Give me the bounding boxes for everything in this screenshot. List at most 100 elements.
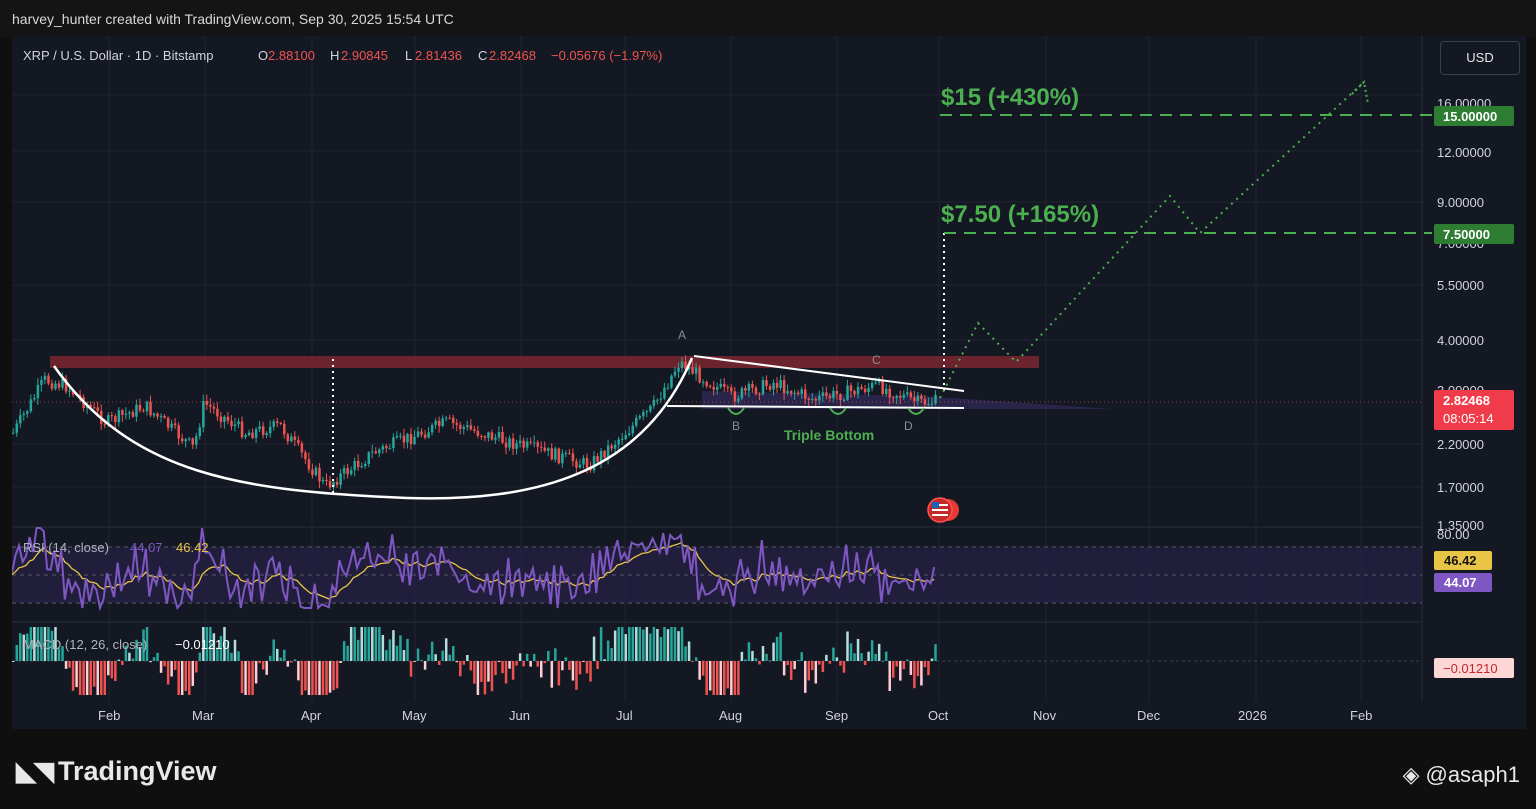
macd-bar [469, 661, 473, 671]
macd-bar [796, 660, 800, 662]
projection-arrow [1351, 79, 1369, 105]
macd-bar [839, 661, 842, 666]
macd-bar [716, 661, 719, 695]
candle-body [610, 445, 613, 449]
macd-bar [367, 627, 371, 661]
candle-body [680, 361, 684, 368]
candle-body [36, 384, 40, 398]
candle-body [504, 442, 508, 448]
macd-badge: −0.01210 [1443, 661, 1498, 676]
caption-bar: harvey_hunter created with TradingView.c… [0, 0, 1536, 38]
time-axis[interactable]: Feb Mar Apr May Jun Jul Aug Sep Oct Nov … [98, 708, 1372, 723]
candle-body [765, 380, 768, 387]
candle-body [902, 394, 906, 398]
chart-area[interactable]: XRP / U.S. Dollar · 1D · Bitstamp O 2.88… [12, 36, 1526, 729]
macd-bar [501, 661, 504, 674]
macd-bar [708, 661, 712, 691]
triple-bottom-label: Triple Bottom [784, 427, 874, 443]
candle-body [606, 445, 610, 458]
macd-bar [195, 661, 198, 673]
macd-bar [930, 658, 934, 661]
macd-bar [152, 657, 156, 661]
macd-bar [279, 657, 283, 661]
candle-body [437, 420, 441, 426]
macd-bar [423, 661, 427, 670]
candle-body [138, 404, 142, 411]
candle-body [26, 411, 29, 414]
candle-body [934, 394, 937, 404]
candle-body [50, 383, 54, 389]
candle-body [856, 386, 860, 395]
candle-body [202, 400, 205, 428]
macd-bar [89, 661, 92, 695]
candle-body [247, 432, 251, 436]
macd-bar [163, 661, 166, 667]
candle-body [33, 397, 36, 400]
candle-body [71, 390, 75, 395]
point-b-label: B [732, 419, 740, 433]
candle-body [244, 435, 247, 438]
candle-body [603, 450, 606, 458]
chart-svg[interactable]: XRP / U.S. Dollar · 1D · Bitstamp O 2.88… [12, 36, 1526, 729]
macd-bar [107, 661, 110, 676]
time-tick-nov: Nov [1033, 708, 1057, 723]
candle-body [145, 401, 149, 412]
macd-bar [747, 642, 751, 661]
macd-bar [497, 661, 501, 662]
macd-bar [237, 651, 240, 661]
macd-bar [532, 653, 536, 661]
macd-bar [219, 635, 223, 661]
candle-body [916, 395, 920, 402]
candle-body [205, 400, 209, 405]
candle-body [163, 416, 166, 418]
candle-body [321, 479, 325, 482]
rsi-ma-badge: 46.42 [1444, 553, 1477, 568]
candle-body [152, 413, 156, 416]
tradingview-logo[interactable]: ◣◥ TradingView [16, 752, 217, 790]
macd-bar [12, 661, 15, 662]
candle-body [328, 481, 332, 488]
candle-body [233, 424, 237, 427]
macd-bar [754, 658, 758, 661]
macd-bar [564, 657, 568, 661]
candle-body [392, 437, 395, 449]
macd-bar [842, 661, 846, 673]
candle-body [747, 384, 751, 391]
rsi-badge: 44.07 [1444, 575, 1477, 590]
macd-bar [258, 661, 261, 664]
candle-body [128, 412, 131, 414]
macd-bar [733, 661, 737, 695]
candle-body [441, 418, 444, 426]
time-tick-feb-2026: Feb [1350, 708, 1372, 723]
candle-body [557, 448, 561, 464]
macd-bar [261, 661, 265, 670]
candle-body [592, 456, 596, 471]
rsi-label: RSI (14, close) [23, 540, 109, 555]
candle-body [364, 463, 367, 467]
macd-bar [50, 630, 54, 661]
macd-bar [138, 647, 142, 661]
macd-bar [476, 661, 480, 695]
candle-body [378, 449, 381, 454]
price-axis[interactable]: 16.00000 12.00000 9.00000 7.00000 5.5000… [1437, 96, 1491, 533]
macd-bar [515, 661, 518, 666]
macd-bar [874, 653, 877, 661]
macd-bar [649, 633, 652, 661]
candle-body [191, 438, 195, 445]
candle-body [540, 446, 543, 448]
macd-bar [877, 643, 881, 661]
macd-bar [740, 651, 744, 661]
candle-body [881, 379, 884, 395]
candle-body [462, 427, 466, 429]
candle-body [839, 394, 842, 400]
macd-bar [934, 644, 937, 661]
candle-body [89, 404, 92, 408]
currency-button[interactable]: USD [1440, 41, 1520, 75]
us-flag-icon[interactable] [927, 497, 959, 523]
macd-bar [353, 627, 356, 661]
macd-bar [490, 661, 494, 692]
macd-bar [853, 653, 856, 661]
time-tick-aug: Aug [719, 708, 742, 723]
time-tick-may: May [402, 708, 427, 723]
time-tick-mar: Mar [192, 708, 215, 723]
